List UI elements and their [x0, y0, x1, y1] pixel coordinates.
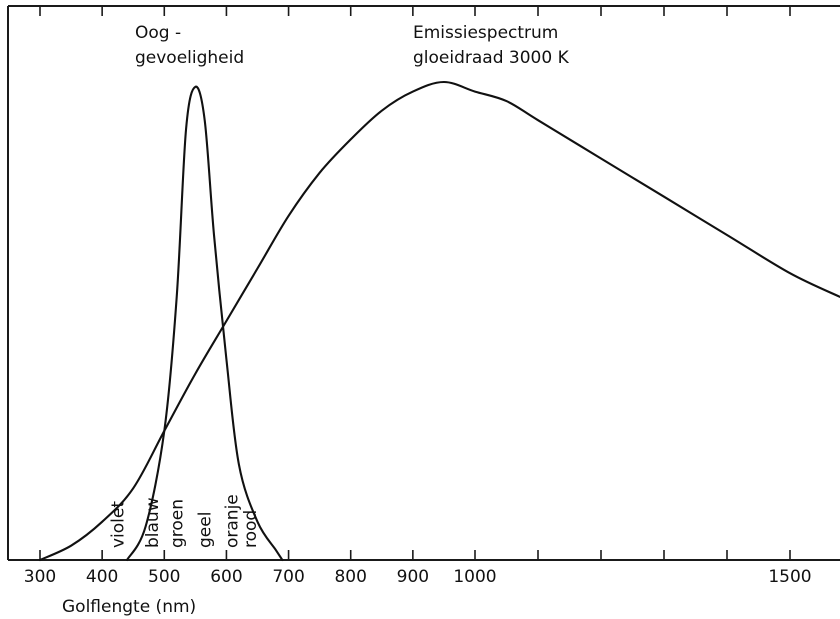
- x-tick-label-600: 600: [210, 567, 242, 587]
- emission-series-label: Emissiespectrum gloeidraad 3000 K: [413, 23, 570, 68]
- color-label-oranje: oranje: [222, 494, 242, 548]
- emission-label-line-2: gloeidraad 3000 K: [413, 48, 570, 68]
- top-axis-ticks: [39, 6, 791, 16]
- x-axis-tick-labels: 300 400 500 600 700 800 900 1000 1500: [24, 567, 812, 587]
- x-tick-label-300: 300: [24, 567, 56, 587]
- color-label-blauw: blauw: [143, 497, 163, 548]
- emission-spectrum-curve: [38, 80, 840, 562]
- color-label-geel: geel: [196, 512, 216, 548]
- x-axis-label: Golflengte (nm): [62, 597, 196, 617]
- x-axis-ticks: [39, 550, 791, 560]
- color-label-rood: rood: [241, 510, 261, 548]
- eye-label-line-2: gevoeligheid: [135, 48, 244, 68]
- x-tick-label-900: 900: [397, 567, 429, 587]
- x-tick-label-800: 800: [334, 567, 366, 587]
- color-label-violet: violet: [109, 501, 129, 548]
- x-tick-label-1500: 1500: [768, 567, 811, 587]
- emission-label-line-1: Emissiespectrum: [413, 23, 558, 43]
- x-tick-label-500: 500: [148, 567, 180, 587]
- eye-label-line-1: Oog -: [135, 23, 181, 43]
- eye-sensitivity-series-label: Oog - gevoeligheid: [135, 23, 244, 68]
- eye-sensitivity-curve: [125, 85, 284, 562]
- color-label-groen: groen: [168, 499, 188, 548]
- x-tick-label-400: 400: [86, 567, 118, 587]
- curves: [38, 80, 840, 562]
- x-tick-label-1000: 1000: [453, 567, 496, 587]
- x-tick-label-700: 700: [272, 567, 304, 587]
